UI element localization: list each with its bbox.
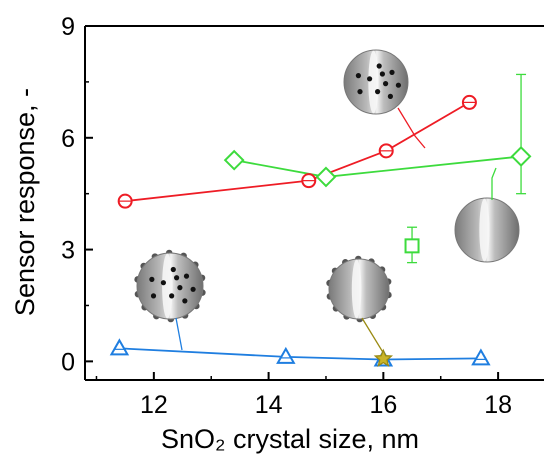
triangle-marker — [471, 348, 491, 366]
inside-particle — [190, 286, 196, 292]
point-diamond-1 — [315, 166, 337, 188]
axes-layer — [84, 25, 544, 381]
connector-green — [491, 167, 497, 200]
inside-particle — [357, 89, 363, 95]
sphere-highlight — [351, 259, 362, 319]
inside-particle — [183, 273, 190, 279]
inside-particle — [150, 293, 157, 299]
point-circle-3 — [461, 94, 477, 110]
triangle-marker — [109, 338, 130, 356]
inside-particle — [169, 293, 175, 299]
inside-particle — [383, 81, 389, 87]
point-star-0 — [373, 348, 394, 367]
point-circle-0 — [117, 193, 133, 209]
y-tick-label: 3 — [61, 237, 75, 265]
inside-particle — [149, 276, 155, 282]
inside-particle — [160, 280, 166, 286]
sphere-particles-inside — [343, 49, 409, 115]
connector-olive — [361, 317, 385, 355]
series-line-circle — [125, 101, 470, 203]
inside-particle — [375, 89, 381, 95]
y-tick-label: 9 — [61, 13, 75, 41]
illustrations-layer — [134, 49, 520, 355]
point-square-0 — [404, 238, 420, 254]
inside-particle — [376, 63, 382, 69]
sphere-highlight — [162, 253, 173, 319]
sphere-particles-surface-and-inside — [134, 249, 206, 323]
sphere-plain — [454, 197, 520, 263]
point-circle-2 — [378, 143, 394, 159]
sphere-highlight — [368, 50, 379, 114]
markers-layer — [109, 94, 532, 367]
inside-particle — [355, 73, 361, 79]
x-tick-label: 14 — [255, 391, 283, 419]
x-tick-label: 18 — [484, 391, 512, 419]
inside-particle — [389, 69, 395, 75]
point-triangle-0 — [109, 338, 130, 356]
inside-particle — [170, 266, 176, 273]
point-triangle-3 — [471, 348, 491, 366]
point-circle-1 — [301, 173, 317, 189]
sphere-highlight — [479, 198, 490, 262]
series-line-triangle — [119, 347, 481, 361]
y-axis-title: Sensor response, - — [10, 88, 40, 316]
inside-particle — [367, 76, 373, 82]
inside-particle — [395, 82, 401, 88]
inside-particle — [174, 275, 180, 281]
y-tick-label: 6 — [61, 125, 75, 153]
series-line-diamond — [234, 155, 522, 178]
point-diamond-2 — [510, 146, 532, 167]
triangle-marker — [276, 346, 296, 364]
sphere-particles-surface — [326, 255, 392, 323]
point-diamond-0 — [223, 149, 245, 171]
y-tick-label: 0 — [61, 348, 75, 376]
x-axis-title: SnO₂ crystal size, nm — [161, 424, 419, 454]
x-tick-label: 16 — [369, 391, 397, 419]
connector-blue — [175, 317, 183, 351]
inside-particle — [387, 93, 393, 99]
inside-particle — [182, 298, 188, 304]
inside-particle — [177, 285, 183, 291]
inside-particle — [379, 71, 385, 77]
text-layer: 0 3 6 9 12 14 16 18 SnO₂ crystal size, nm Sensor … — [10, 13, 512, 454]
x-tick-label: 12 — [140, 391, 168, 419]
connector-red — [397, 107, 426, 149]
point-triangle-1 — [276, 346, 296, 364]
